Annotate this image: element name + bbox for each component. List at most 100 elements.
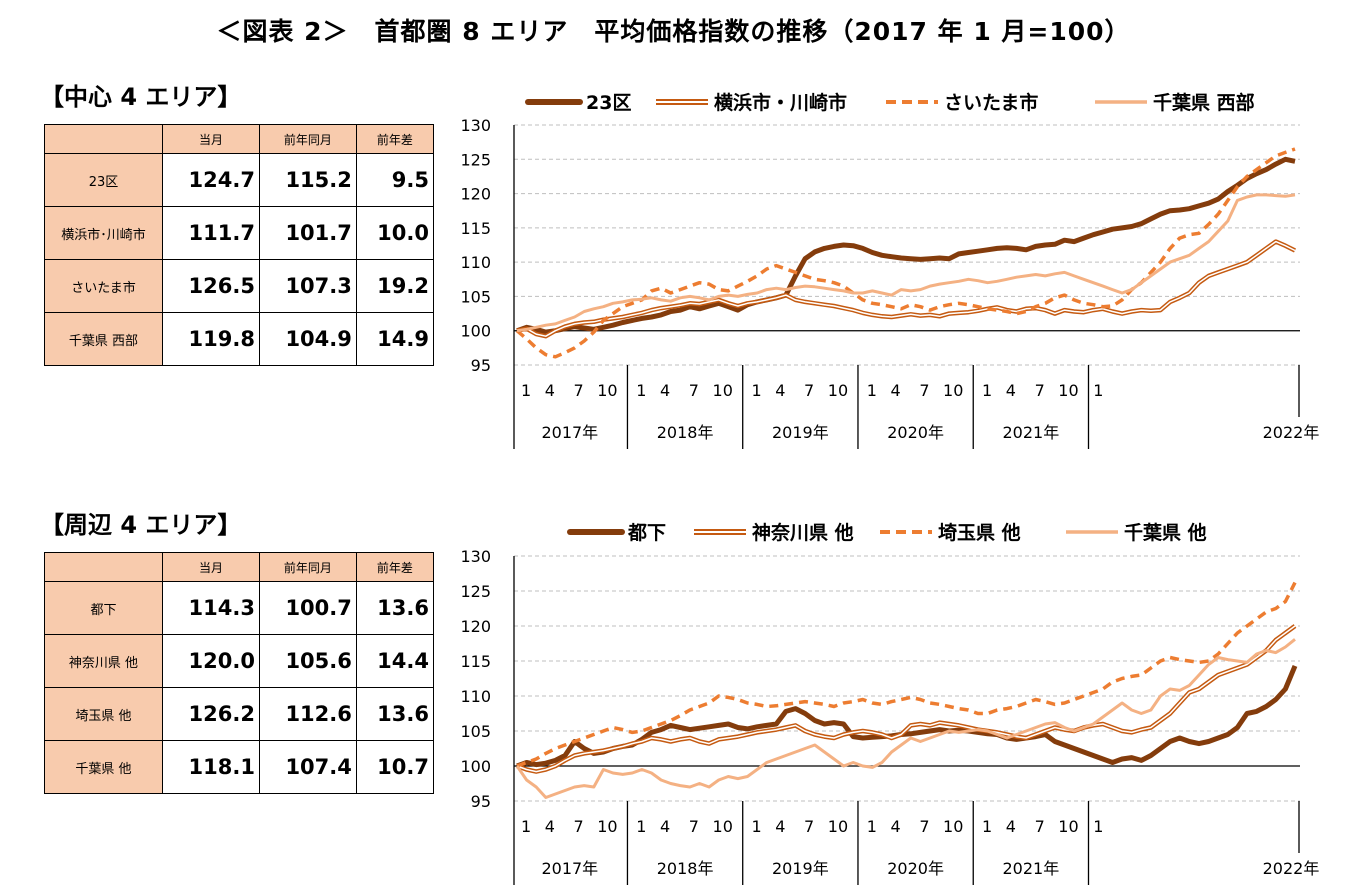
row-label: 都下 [44, 581, 163, 635]
cell-current: 126.5 [162, 259, 260, 313]
legend-label: さいたま市 [944, 91, 1038, 114]
x-tick-label: 7 [689, 817, 699, 836]
legend-label: 都下 [627, 522, 666, 544]
y-tick-label: 130 [460, 116, 491, 135]
table-row: 埼玉県 他 126.2 112.6 13.6 [44, 687, 435, 741]
year-label: 2017年 [541, 423, 598, 442]
figure-title: ＜図表 2＞ 首都圏 8 エリア 平均価格指数の推移（2017 年 1 月=10… [216, 17, 1131, 46]
series-line-inner [516, 625, 1296, 773]
x-tick-label: 1 [636, 817, 646, 836]
y-tick-label: 105 [460, 722, 491, 741]
x-tick-label: 10 [1058, 381, 1078, 400]
y-tick-label: 95 [471, 356, 491, 375]
x-tick-label: 1 [1093, 817, 1103, 836]
x-tick-label: 10 [828, 817, 848, 836]
y-tick-label: 120 [460, 185, 491, 204]
year-label: 2017年 [541, 859, 598, 878]
series-line [516, 156, 1296, 335]
row-label: 埼玉県 他 [44, 687, 163, 741]
table-header-blank [44, 552, 163, 582]
series-line [516, 664, 1298, 769]
y-tick-label: 95 [471, 792, 491, 811]
x-tick-label: 4 [890, 817, 900, 836]
x-tick-label: 10 [1058, 817, 1078, 836]
y-tick-label: 125 [460, 150, 491, 169]
cell-prev-year: 115.2 [258, 153, 357, 207]
x-tick-label: 4 [1006, 817, 1016, 836]
x-tick-label: 1 [1093, 381, 1103, 400]
row-label: 23区 [44, 153, 163, 207]
legend-label: 千葉県 他 [1124, 521, 1207, 544]
year-label: 2020年 [887, 423, 944, 442]
y-tick-label: 100 [460, 757, 491, 776]
x-tick-label: 4 [545, 817, 555, 836]
x-tick-label: 10 [713, 817, 733, 836]
cell-diff: 14.9 [355, 312, 435, 366]
cell-current: 118.1 [162, 740, 260, 794]
table-row: 千葉県 西部 119.8 104.9 14.9 [44, 312, 435, 366]
x-tick-label: 7 [1035, 817, 1045, 836]
x-tick-label: 4 [775, 381, 785, 400]
x-tick-label: 1 [867, 381, 877, 400]
x-tick-label: 7 [919, 381, 929, 400]
series-line [516, 581, 1297, 768]
x-tick-label: 4 [890, 381, 900, 400]
table-header-current: 当月 [162, 552, 260, 582]
cell-current: 124.7 [162, 153, 260, 207]
x-tick-label: 4 [660, 381, 670, 400]
x-tick-label: 1 [521, 817, 531, 836]
row-label: 千葉県 他 [44, 740, 163, 794]
y-tick-label: 115 [460, 219, 491, 238]
x-tick-label: 1 [636, 381, 646, 400]
cell-current: 120.0 [162, 634, 260, 688]
cell-diff: 19.2 [355, 259, 435, 313]
legend-label: 千葉県 西部 [1153, 91, 1255, 114]
year-label: 2022年 [1263, 859, 1320, 878]
x-tick-label: 1 [521, 381, 531, 400]
year-label: 2019年 [772, 859, 829, 878]
cell-diff: 13.6 [355, 687, 435, 741]
x-tick-label: 7 [804, 817, 814, 836]
x-tick-label: 10 [943, 381, 963, 400]
year-label: 2019年 [772, 423, 829, 442]
table-row: 千葉県 他 118.1 107.4 10.7 [44, 740, 435, 794]
x-tick-label: 10 [597, 817, 617, 836]
table-row: 神奈川県 他 120.0 105.6 14.4 [44, 634, 435, 688]
year-label: 2022年 [1263, 423, 1320, 442]
series-line [515, 147, 1296, 359]
x-tick-label: 1 [982, 381, 992, 400]
table-row: さいたま市 126.5 107.3 19.2 [44, 259, 435, 313]
table-header-current: 当月 [162, 124, 260, 154]
cell-prev-year: 104.9 [258, 312, 357, 366]
legend-label: 横浜市・川崎市 [714, 91, 847, 114]
x-tick-label: 7 [574, 817, 584, 836]
cell-current: 111.7 [162, 206, 260, 260]
y-tick-label: 125 [460, 582, 491, 601]
row-label: 千葉県 西部 [44, 312, 163, 366]
cell-diff: 10.7 [355, 740, 435, 794]
cell-prev-year: 107.4 [258, 740, 357, 794]
cell-current: 119.8 [162, 312, 260, 366]
row-label: 神奈川県 他 [44, 634, 163, 688]
y-tick-label: 100 [460, 322, 491, 341]
series-line [516, 193, 1296, 333]
x-tick-label: 1 [752, 381, 762, 400]
x-tick-label: 7 [804, 381, 814, 400]
x-tick-label: 4 [545, 381, 555, 400]
cell-diff: 14.4 [355, 634, 435, 688]
table-row: 都下 114.3 100.7 13.6 [44, 581, 435, 635]
section-label-peripheral: 【周辺 4 エリア】 [40, 511, 242, 539]
year-label: 2021年 [1002, 859, 1059, 878]
legend-label: 埼玉県 他 [938, 521, 1021, 544]
y-tick-label: 130 [460, 547, 491, 566]
cell-prev-year: 105.6 [258, 634, 357, 688]
center-areas-table: 当月 前年同月 前年差 23区 124.7 115.2 9.5 横浜市･川崎市 … [44, 124, 435, 366]
cell-diff: 13.6 [355, 581, 435, 635]
series-line [515, 638, 1296, 799]
legend-label: 23区 [586, 92, 631, 114]
cell-diff: 10.0 [355, 206, 435, 260]
y-tick-label: 105 [460, 287, 491, 306]
